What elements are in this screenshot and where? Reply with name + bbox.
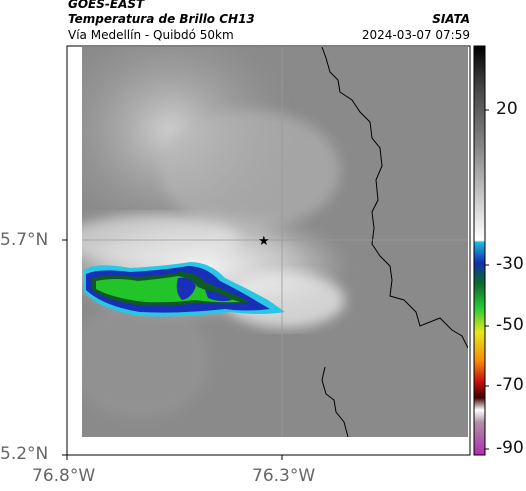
colorbar-label: 20 [496,99,518,119]
datetime-label: 2024-03-07 07:59 [361,28,470,42]
satellite-title: GOES-EAST [68,0,145,11]
org-label: SIATA [432,12,470,26]
lat-tick-label: 5.7°N [0,230,49,250]
star-marker: ★ [258,234,270,249]
border-line-east [321,47,468,349]
brightness-temperature-field [82,47,468,437]
colorbar-label: -70 [496,375,524,395]
lon-tick-label: 76.3°W [252,466,316,486]
lon-tick-label: 76.8°W [32,466,96,486]
colorbar-label: -30 [496,254,524,274]
cloud-green-core [96,276,240,303]
colorbar-label: -90 [496,438,524,458]
product-title: Temperatura de Brillo CH13 [68,12,255,26]
border-line-south [321,366,349,437]
colorbar-label: -50 [496,315,524,335]
route-subtitle: Vía Medellín - Quibdó 50km [68,28,234,42]
lat-tick-label: 5.2°N [0,444,49,464]
colorbar [473,45,486,456]
